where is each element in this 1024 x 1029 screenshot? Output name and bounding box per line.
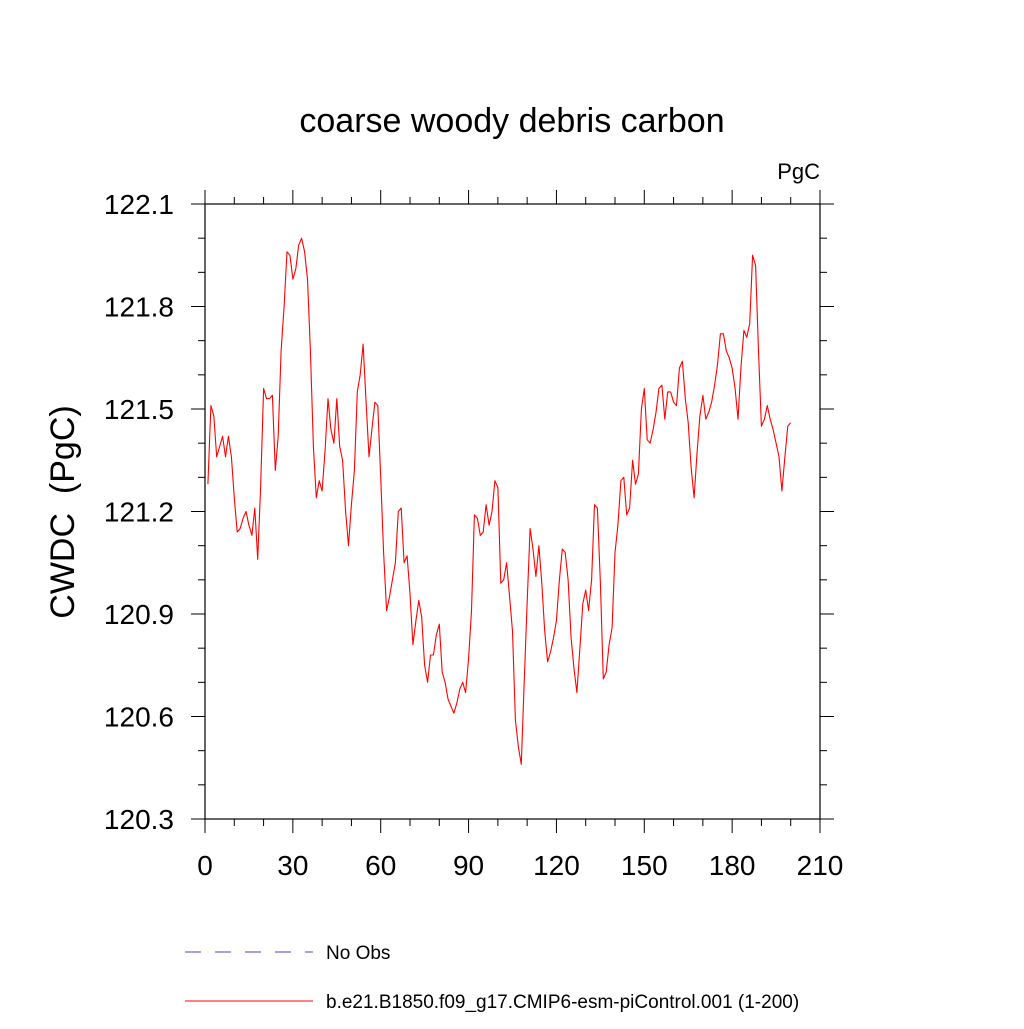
- x-tick-label: 90: [453, 850, 484, 881]
- y-tick-label: 121.8: [104, 292, 174, 323]
- y-tick-label: 120.9: [104, 599, 174, 630]
- y-tick-label: 120.3: [104, 804, 174, 835]
- y-tick-label: 121.2: [104, 497, 174, 528]
- x-tick-label: 180: [709, 850, 756, 881]
- legend: No Obs b.e21.B1850.f09_g17.CMIP6-esm-piCo…: [185, 943, 799, 1013]
- x-tick-label: 150: [621, 850, 668, 881]
- chart-title: coarse woody debris carbon: [299, 102, 724, 140]
- x-tick-label: 0: [197, 850, 213, 881]
- x-tick-label: 60: [365, 850, 396, 881]
- y-tick-label: 120.6: [104, 702, 174, 733]
- x-tick-label: 210: [797, 850, 844, 881]
- y-tick-label: 122.1: [104, 189, 174, 220]
- legend-label-1: b.e21.B1850.f09_g17.CMIP6-esm-piControl.…: [326, 992, 799, 1013]
- units-label: PgC: [777, 159, 820, 184]
- x-tick-label: 120: [533, 850, 580, 881]
- axes-layer: 0 30 60 90 120 150 180 210 120.3 120.6 120.9 121.2 1…: [104, 189, 843, 881]
- series-line-1: [207, 237, 792, 765]
- x-tick-label: 30: [277, 850, 308, 881]
- legend-label-0: No Obs: [326, 943, 390, 964]
- plot-frame: [204, 203, 821, 820]
- series-layer: [207, 237, 792, 765]
- y-axis-label: CWDC (PgC): [44, 405, 82, 618]
- y-tick-label: 121.5: [104, 394, 174, 425]
